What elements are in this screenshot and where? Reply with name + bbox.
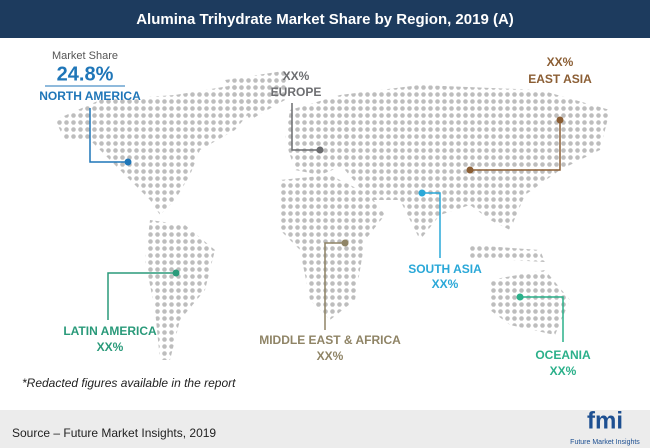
source: Source – Future Market Insights, 2019	[12, 426, 216, 440]
region-name: MIDDLE EAST & AFRICA	[259, 333, 401, 347]
region-name: SOUTH ASIA	[408, 262, 482, 276]
region-name: NORTH AMERICA	[39, 89, 141, 103]
region-name: OCEANIA	[535, 348, 591, 362]
source-bar	[0, 410, 650, 448]
title: Alumina Trihydrate Market Share by Regio…	[136, 11, 514, 28]
region-value: XX%	[547, 55, 574, 69]
title-bar	[0, 0, 650, 38]
region-name: EUROPE	[271, 85, 322, 99]
world-map	[55, 70, 610, 360]
region-value: XX%	[97, 340, 124, 354]
region-value: XX%	[317, 349, 344, 363]
region-name: LATIN AMERICA	[63, 324, 157, 338]
region-value: 24.8%	[57, 63, 114, 85]
logo-name: Future Market Insights	[570, 439, 640, 446]
region-value: XX%	[283, 69, 310, 83]
region-name: EAST ASIA	[528, 72, 592, 86]
region-value: XX%	[432, 277, 459, 291]
region-value: XX%	[550, 364, 577, 378]
footnote: *Redacted figures available in the repor…	[22, 376, 236, 390]
logo-mark: fmi	[587, 407, 623, 434]
market-share-label: Market Share	[52, 50, 118, 62]
